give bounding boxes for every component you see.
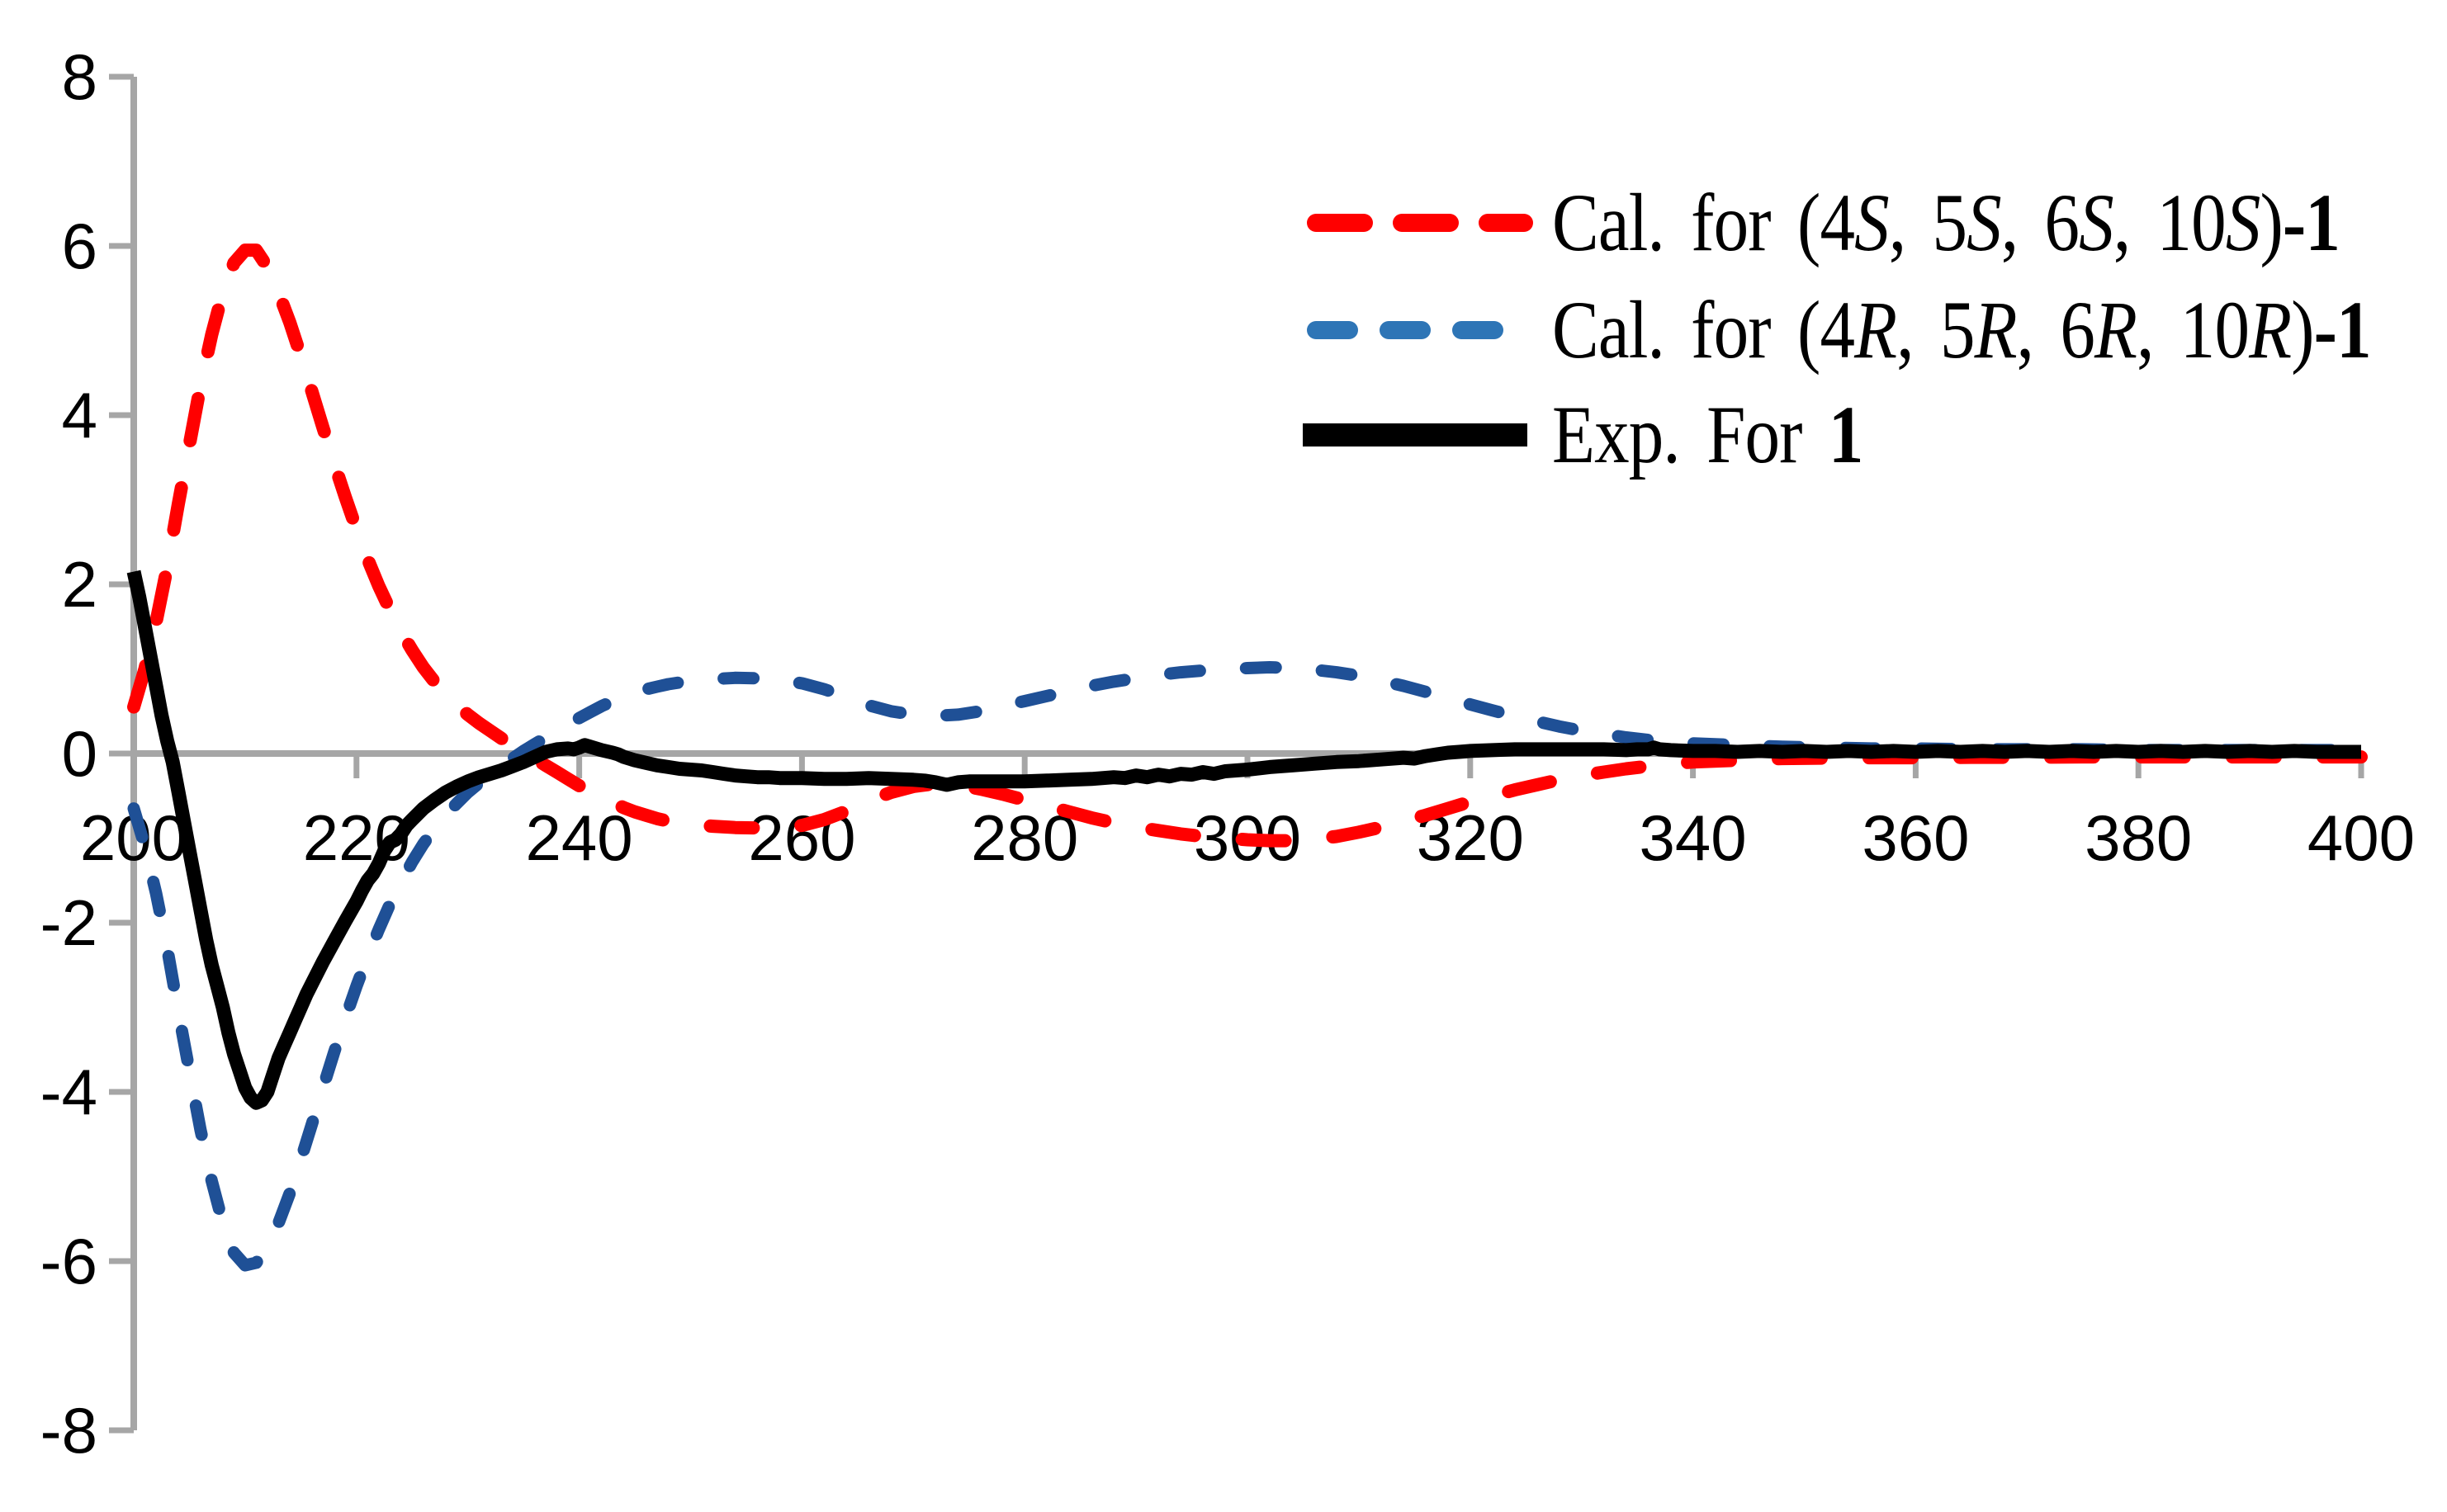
legend-text: ) (2260, 177, 2283, 268)
y-tick-label: 2 (62, 548, 97, 621)
legend-text: , 10 (2113, 177, 2227, 268)
legend-text-italic: R (1854, 284, 1897, 376)
series-line-exp (126, 569, 2361, 1110)
y-tick-label: -4 (40, 1056, 97, 1128)
y-tick-label: -6 (40, 1225, 97, 1297)
legend-entry-label: Cal. for (4R, 5R, 6R, 10R)-1 (1552, 279, 2372, 381)
y-tick-label: 6 (62, 210, 97, 282)
y-tick-label: 0 (62, 717, 97, 790)
legend-entry-label: Cal. for (4S, 5S, 6S, 10S)-1 (1552, 172, 2341, 274)
legend-text: , 5 (1888, 177, 1967, 268)
x-tick-label: 380 (2085, 801, 2192, 874)
legend-text-bold: -1 (2282, 177, 2341, 268)
y-tick-label: -2 (40, 886, 97, 959)
legend-text: Cal. for (4 (1552, 284, 1855, 376)
legend-text: ) (2291, 284, 2314, 376)
legend-text-italic: R (2249, 284, 2292, 376)
legend-text-italic: S (2225, 177, 2261, 268)
legend-text: , 5 (1896, 284, 1975, 376)
x-tick-label: 340 (1640, 801, 1747, 874)
legend-text: , 6 (2016, 284, 2095, 376)
legend-keys-group (1303, 214, 1533, 447)
x-tick-label: 240 (526, 801, 633, 874)
legend-text-italic: S (1854, 177, 1889, 268)
legend-text: , 6 (2000, 177, 2080, 268)
legend-text-bold: -1 (2313, 284, 2372, 376)
x-tick-label: 360 (1862, 801, 1969, 874)
legend-text: Cal. for (4 (1552, 177, 1855, 268)
legend-text: Exp. For (1552, 389, 1829, 480)
legend-text-italic: S (2079, 177, 2113, 268)
legend-text-italic: R (1974, 284, 2018, 376)
series-line-cal-r (127, 661, 2368, 1272)
legend-text: , 10 (2137, 284, 2250, 376)
y-tick-label: 4 (62, 379, 97, 451)
legend-text-italic: R (2094, 284, 2137, 376)
y-tick-label: 8 (62, 40, 97, 113)
legend-text-bold: 1 (1828, 389, 1864, 480)
y-tick-label: -8 (40, 1394, 97, 1467)
legend-text-italic: S (1967, 177, 2001, 268)
x-tick-label: 400 (2307, 801, 2415, 874)
legend-entry-label: Exp. For 1 (1552, 384, 1863, 486)
